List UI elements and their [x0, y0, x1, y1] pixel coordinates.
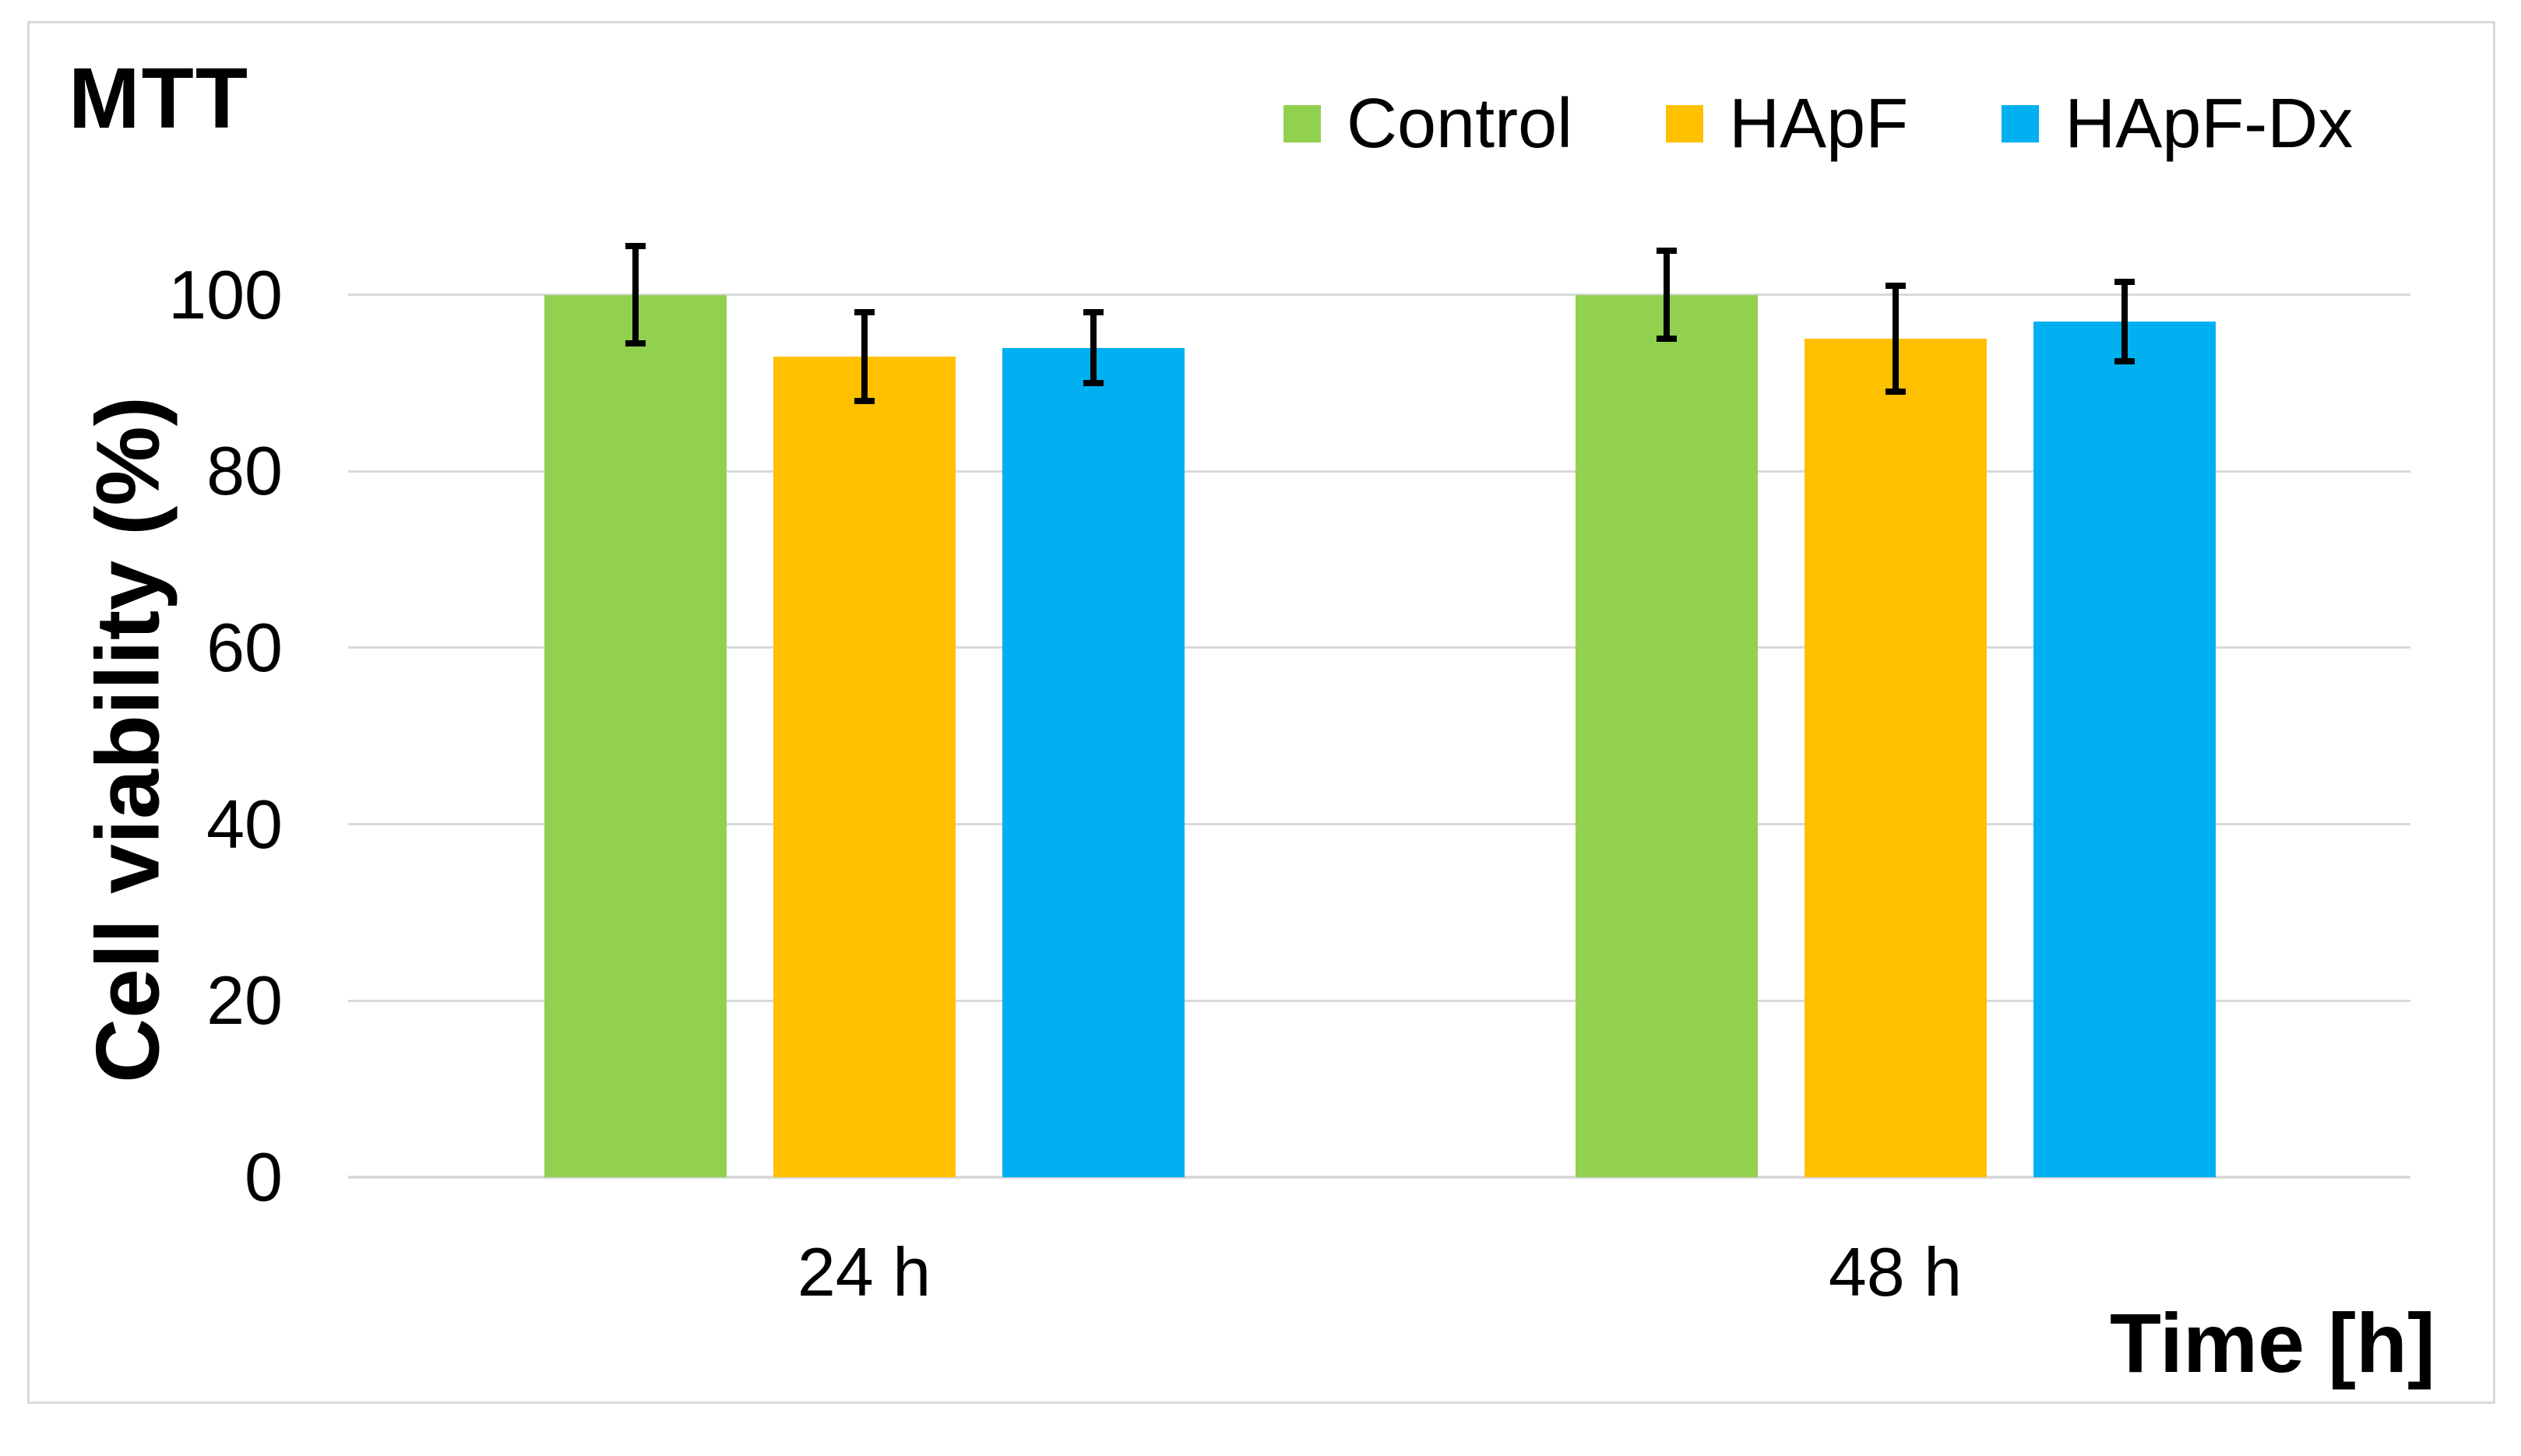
legend-swatch-hapf	[1666, 105, 1704, 142]
bar-hapf-dx-24h	[1002, 347, 1185, 1177]
legend-label-hapf: HApF	[1729, 85, 1909, 163]
x-axis-title: Time [h]	[2109, 1296, 2435, 1390]
error-cap-top-control-24h	[625, 243, 646, 250]
x-category-label-48h: 48 h	[1828, 1233, 1963, 1310]
gridline-20	[348, 999, 2410, 1002]
error-bar-hapf-dx-24h	[1090, 312, 1097, 383]
legend-item-hapf-dx: HApF-Dx	[2002, 89, 2353, 159]
error-bar-hapf-48h	[1892, 286, 1899, 392]
legend: Control HApF HApF-Dx	[1283, 89, 2353, 159]
legend-swatch-hapf-dx	[2002, 105, 2040, 142]
error-cap-bottom-control-48h	[1656, 336, 1677, 343]
bar-hapf-48h	[1804, 339, 1987, 1177]
error-cap-bottom-control-24h	[625, 339, 646, 346]
error-cap-top-hapf-24h	[854, 309, 875, 316]
bar-hapf-dx-48h	[2033, 321, 2216, 1177]
error-cap-top-control-48h	[1656, 247, 1677, 254]
error-cap-top-hapf-48h	[1885, 283, 1906, 290]
error-cap-bottom-hapf-24h	[854, 397, 875, 404]
error-cap-bottom-hapf-48h	[1885, 389, 1906, 396]
gridline-100	[348, 294, 2410, 297]
chart-title: MTT	[69, 51, 250, 146]
y-tick-label-100: 100	[168, 255, 283, 333]
y-tick-label-20: 20	[206, 962, 283, 1039]
legend-item-control: Control	[1283, 89, 1572, 159]
bar-hapf-24h	[773, 356, 956, 1177]
error-bar-hapf-dx-48h	[2121, 281, 2128, 361]
gridline-40	[348, 823, 2410, 826]
legend-swatch-control	[1283, 105, 1321, 142]
gridline-60	[348, 646, 2410, 649]
error-cap-bottom-hapf-dx-24h	[1083, 379, 1104, 386]
y-tick-label-80: 80	[206, 432, 283, 510]
error-bar-control-24h	[632, 246, 639, 343]
legend-label-hapf-dx: HApF-Dx	[2065, 85, 2354, 163]
y-tick-label-60: 60	[206, 608, 283, 686]
error-cap-top-hapf-dx-24h	[1083, 309, 1104, 316]
y-tick-label-40: 40	[206, 785, 283, 863]
error-bar-hapf-24h	[861, 312, 868, 401]
x-category-label-24h: 24 h	[797, 1233, 931, 1310]
error-cap-bottom-hapf-dx-48h	[2114, 357, 2135, 364]
y-tick-label-0: 0	[245, 1138, 283, 1215]
bar-control-24h	[544, 294, 727, 1177]
error-bar-control-48h	[1663, 250, 1670, 339]
legend-item-hapf: HApF	[1666, 89, 1908, 159]
bar-control-48h	[1575, 294, 1758, 1177]
gridline-0	[348, 1176, 2410, 1179]
error-cap-top-hapf-dx-48h	[2114, 278, 2135, 285]
gridline-80	[348, 470, 2410, 473]
legend-label-control: Control	[1347, 85, 1573, 163]
